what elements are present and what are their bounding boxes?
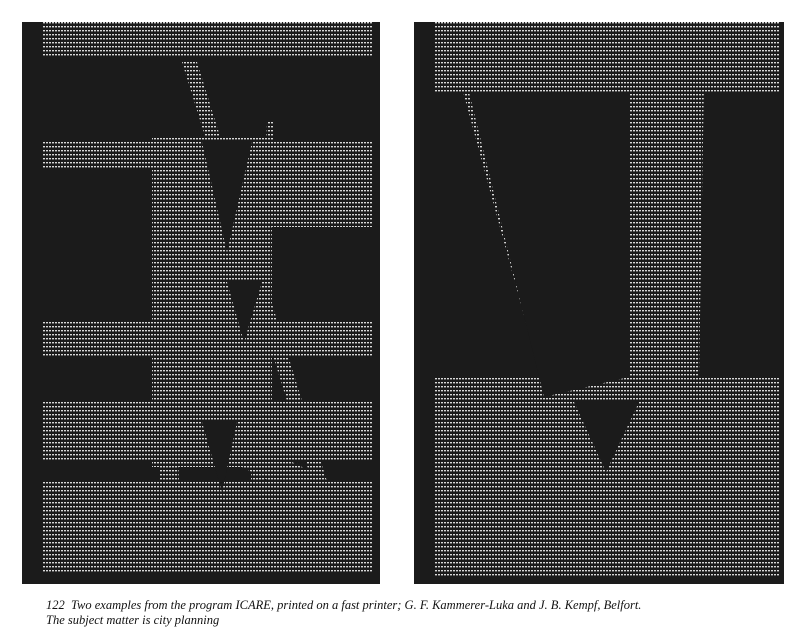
caption-line-2: The subject matter is city planning	[46, 613, 220, 627]
figure-caption: 122 Two examples from the program ICARE,…	[46, 598, 786, 628]
left-printout-panel	[22, 22, 380, 584]
caption-text-1: Two examples from the program ICARE, pri…	[71, 598, 642, 612]
figure-number: 122	[46, 598, 65, 612]
right-printout-image	[414, 22, 784, 584]
left-printout-image	[22, 22, 380, 584]
right-printout-panel	[414, 22, 784, 584]
caption-line-1: 122 Two examples from the program ICARE,…	[46, 598, 786, 613]
